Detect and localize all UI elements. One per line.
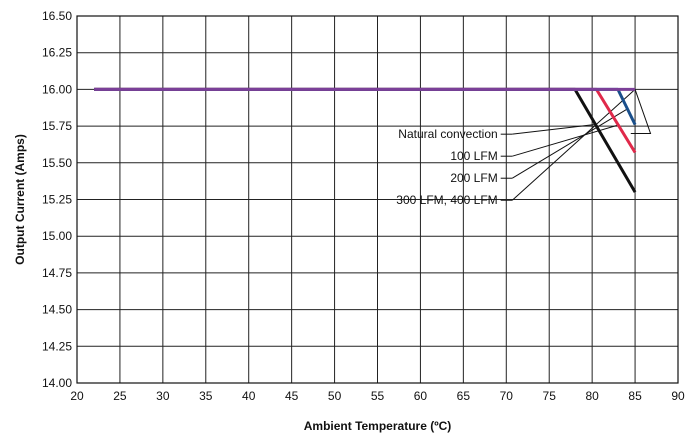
series-lines (94, 87, 637, 193)
y-tick-label: 14.00 (42, 376, 72, 390)
x-tick-label: 30 (156, 389, 170, 403)
annotation-label: 100 LFM (450, 149, 497, 163)
y-axis-title: Output Current (Amps) (13, 134, 27, 265)
annotation-leader (512, 124, 594, 135)
x-tick-label: 50 (328, 389, 342, 403)
y-tick-label: 16.25 (42, 46, 72, 60)
x-tick-label: 90 (671, 389, 685, 403)
y-tick-label: 16.50 (42, 9, 72, 23)
y-tick-label: 15.50 (42, 156, 72, 170)
plot-frame (76, 15, 679, 384)
x-tick-label: 70 (500, 389, 514, 403)
y-tick-labels: 16.50 16.25 16.00 15.75 15.50 15.25 15.00 14.75… (42, 9, 72, 390)
y-tick-label: 15.75 (42, 119, 72, 133)
x-tick-label: 40 (242, 389, 256, 403)
x-tick-label: 35 (199, 389, 213, 403)
x-tick-label: 60 (414, 389, 428, 403)
annotation-label: 200 LFM (450, 171, 497, 185)
x-tick-labels: 20 25 30 35 40 45 50 55 60 65 70 75 80 85 90 (70, 389, 685, 403)
series-line-natural-convection (94, 87, 637, 193)
annotation-leader (511, 89, 636, 201)
x-tick-label: 75 (543, 389, 557, 403)
y-tick-label: 14.25 (42, 339, 72, 353)
y-tick-label: 14.50 (42, 303, 72, 317)
annotation-leader (512, 124, 620, 157)
grid (77, 16, 678, 383)
annotations: Natural convection 100 LFM 200 LFM 300 LFM,… (396, 89, 652, 207)
x-tick-label: 55 (371, 389, 385, 403)
x-tick-label: 25 (113, 389, 127, 403)
x-tick-label: 80 (585, 389, 599, 403)
x-tick-label: 45 (285, 389, 299, 403)
x-axis-title: Ambient Temperature (ºC) (304, 419, 452, 433)
x-tick-label: 65 (457, 389, 471, 403)
y-tick-label: 15.25 (42, 193, 72, 207)
y-tick-label: 16.00 (42, 82, 72, 96)
x-tick-label: 85 (628, 389, 642, 403)
y-tick-label: 14.75 (42, 266, 72, 280)
series-line-100-lfm (94, 87, 637, 154)
y-tick-label: 15.00 (42, 229, 72, 243)
annotation-label: 300 LFM, 400 LFM (396, 193, 497, 207)
x-tick-label: 20 (70, 389, 84, 403)
series-line-200-lfm (94, 87, 637, 126)
annotation-bracket (630, 89, 652, 134)
annotation-leader (512, 108, 629, 179)
annotation-label: Natural convection (398, 127, 497, 141)
